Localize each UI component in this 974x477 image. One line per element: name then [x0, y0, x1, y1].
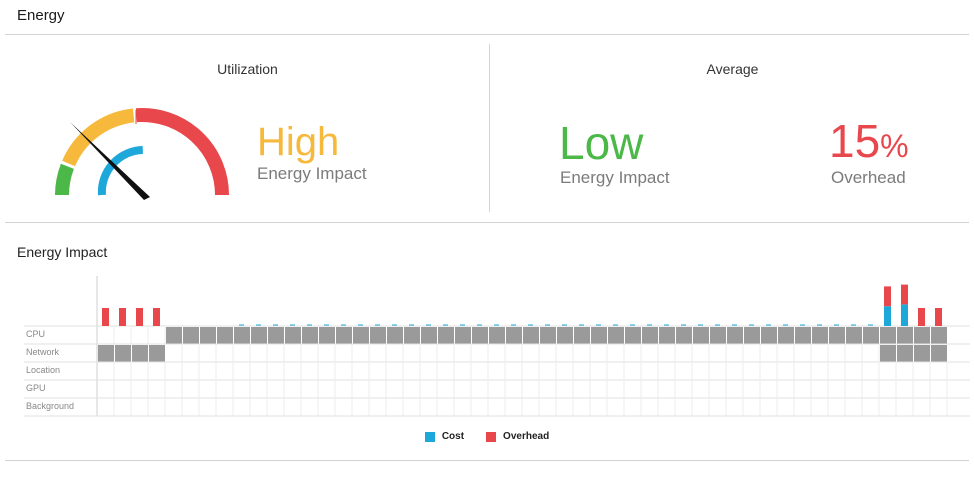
- cost-bar: [884, 306, 891, 326]
- active-cell: [846, 327, 862, 344]
- overhead-value: 15%: [829, 118, 909, 169]
- active-cell: [880, 345, 896, 362]
- active-cell: [659, 327, 675, 344]
- gauge-green-zone: [55, 163, 75, 196]
- overhead-bar: [901, 284, 908, 305]
- average-impact-level: Low: [559, 117, 644, 169]
- average-impact-label: Energy Impact: [560, 168, 670, 187]
- overhead-bar: [136, 308, 143, 326]
- active-cell: [149, 345, 165, 362]
- active-cell: [693, 327, 709, 344]
- footer-divider: [5, 460, 969, 461]
- active-cell: [744, 327, 760, 344]
- active-cell: [642, 327, 658, 344]
- energy-impact-chart: CPU Network Location GPU Background: [24, 276, 970, 417]
- legend-swatch-overhead: [486, 431, 497, 442]
- active-cell: [115, 345, 131, 362]
- row-label-background: Background: [26, 401, 74, 411]
- active-cell: [285, 327, 301, 344]
- active-cell: [302, 327, 318, 344]
- active-cell: [914, 345, 930, 362]
- row-label-location: Location: [26, 365, 60, 375]
- overhead-label: Overhead: [831, 168, 906, 187]
- legend-item-overhead: Overhead: [486, 431, 549, 442]
- active-cell: [132, 345, 148, 362]
- legend-item-cost: Cost: [424, 431, 465, 442]
- utilization-title: Utilization: [217, 61, 278, 77]
- row-label-network: Network: [26, 347, 60, 357]
- energy-impact-title: Energy Impact: [17, 244, 108, 260]
- active-cell: [183, 327, 199, 344]
- active-cell: [523, 327, 539, 344]
- overhead-bar: [119, 308, 126, 326]
- row-label-gpu: GPU: [26, 383, 46, 393]
- active-cell: [421, 327, 437, 344]
- overhead-bar: [935, 308, 942, 326]
- active-cell: [455, 327, 471, 344]
- active-cell: [574, 327, 590, 344]
- active-cell: [914, 327, 930, 344]
- active-cell: [727, 327, 743, 344]
- active-cell: [217, 327, 233, 344]
- active-cell: [676, 327, 692, 344]
- active-cell: [557, 327, 573, 344]
- header-divider: [5, 34, 969, 35]
- active-cell: [98, 345, 114, 362]
- row-label-cpu: CPU: [26, 329, 45, 339]
- active-cell: [387, 327, 403, 344]
- active-cell: [540, 327, 556, 344]
- active-cell: [404, 327, 420, 344]
- active-cell: [795, 327, 811, 344]
- active-cell: [812, 327, 828, 344]
- active-cell: [319, 327, 335, 344]
- active-cell: [200, 327, 216, 344]
- utilization-gauge: [55, 108, 229, 200]
- overhead-bar: [884, 286, 891, 307]
- active-cell: [506, 327, 522, 344]
- chart-legend: Cost Overhead: [0, 431, 974, 442]
- active-cell: [438, 327, 454, 344]
- gauge-yellow-zone: [62, 108, 135, 167]
- cost-bar: [901, 304, 908, 326]
- active-cell: [353, 327, 369, 344]
- active-cell: [829, 327, 845, 344]
- active-cell: [931, 345, 947, 362]
- active-cell: [166, 327, 182, 344]
- active-cell: [489, 327, 505, 344]
- average-title: Average: [706, 61, 759, 77]
- active-cell: [778, 327, 794, 344]
- overhead-bar: [153, 308, 160, 326]
- active-cell: [234, 327, 250, 344]
- active-cell: [336, 327, 352, 344]
- legend-label-overhead: Overhead: [503, 431, 550, 442]
- active-cell: [897, 327, 913, 344]
- active-cell: [370, 327, 386, 344]
- active-cell: [608, 327, 624, 344]
- overhead-unit: %: [880, 128, 909, 164]
- overhead-bar: [102, 308, 109, 326]
- active-cell: [710, 327, 726, 344]
- legend-label-cost: Cost: [441, 431, 465, 442]
- active-cell: [472, 327, 488, 344]
- overhead-bar: [918, 308, 925, 326]
- legend-swatch-cost: [424, 431, 435, 442]
- active-cell: [863, 327, 879, 344]
- overhead-number: 15: [829, 115, 881, 167]
- utilization-level: High: [257, 120, 340, 164]
- utilization-level-label: Energy Impact: [257, 164, 367, 183]
- active-cell: [251, 327, 267, 344]
- gauge-red-zone: [135, 108, 229, 196]
- section-divider: [5, 222, 969, 223]
- active-cell: [880, 327, 896, 344]
- active-cell: [268, 327, 284, 344]
- active-cell: [931, 327, 947, 344]
- active-cell: [897, 345, 913, 362]
- page-title: Energy: [17, 7, 65, 24]
- active-cell: [591, 327, 607, 344]
- panel-divider: [489, 44, 490, 212]
- active-cell: [761, 327, 777, 344]
- active-cell: [625, 327, 641, 344]
- needle-icon: [70, 122, 150, 200]
